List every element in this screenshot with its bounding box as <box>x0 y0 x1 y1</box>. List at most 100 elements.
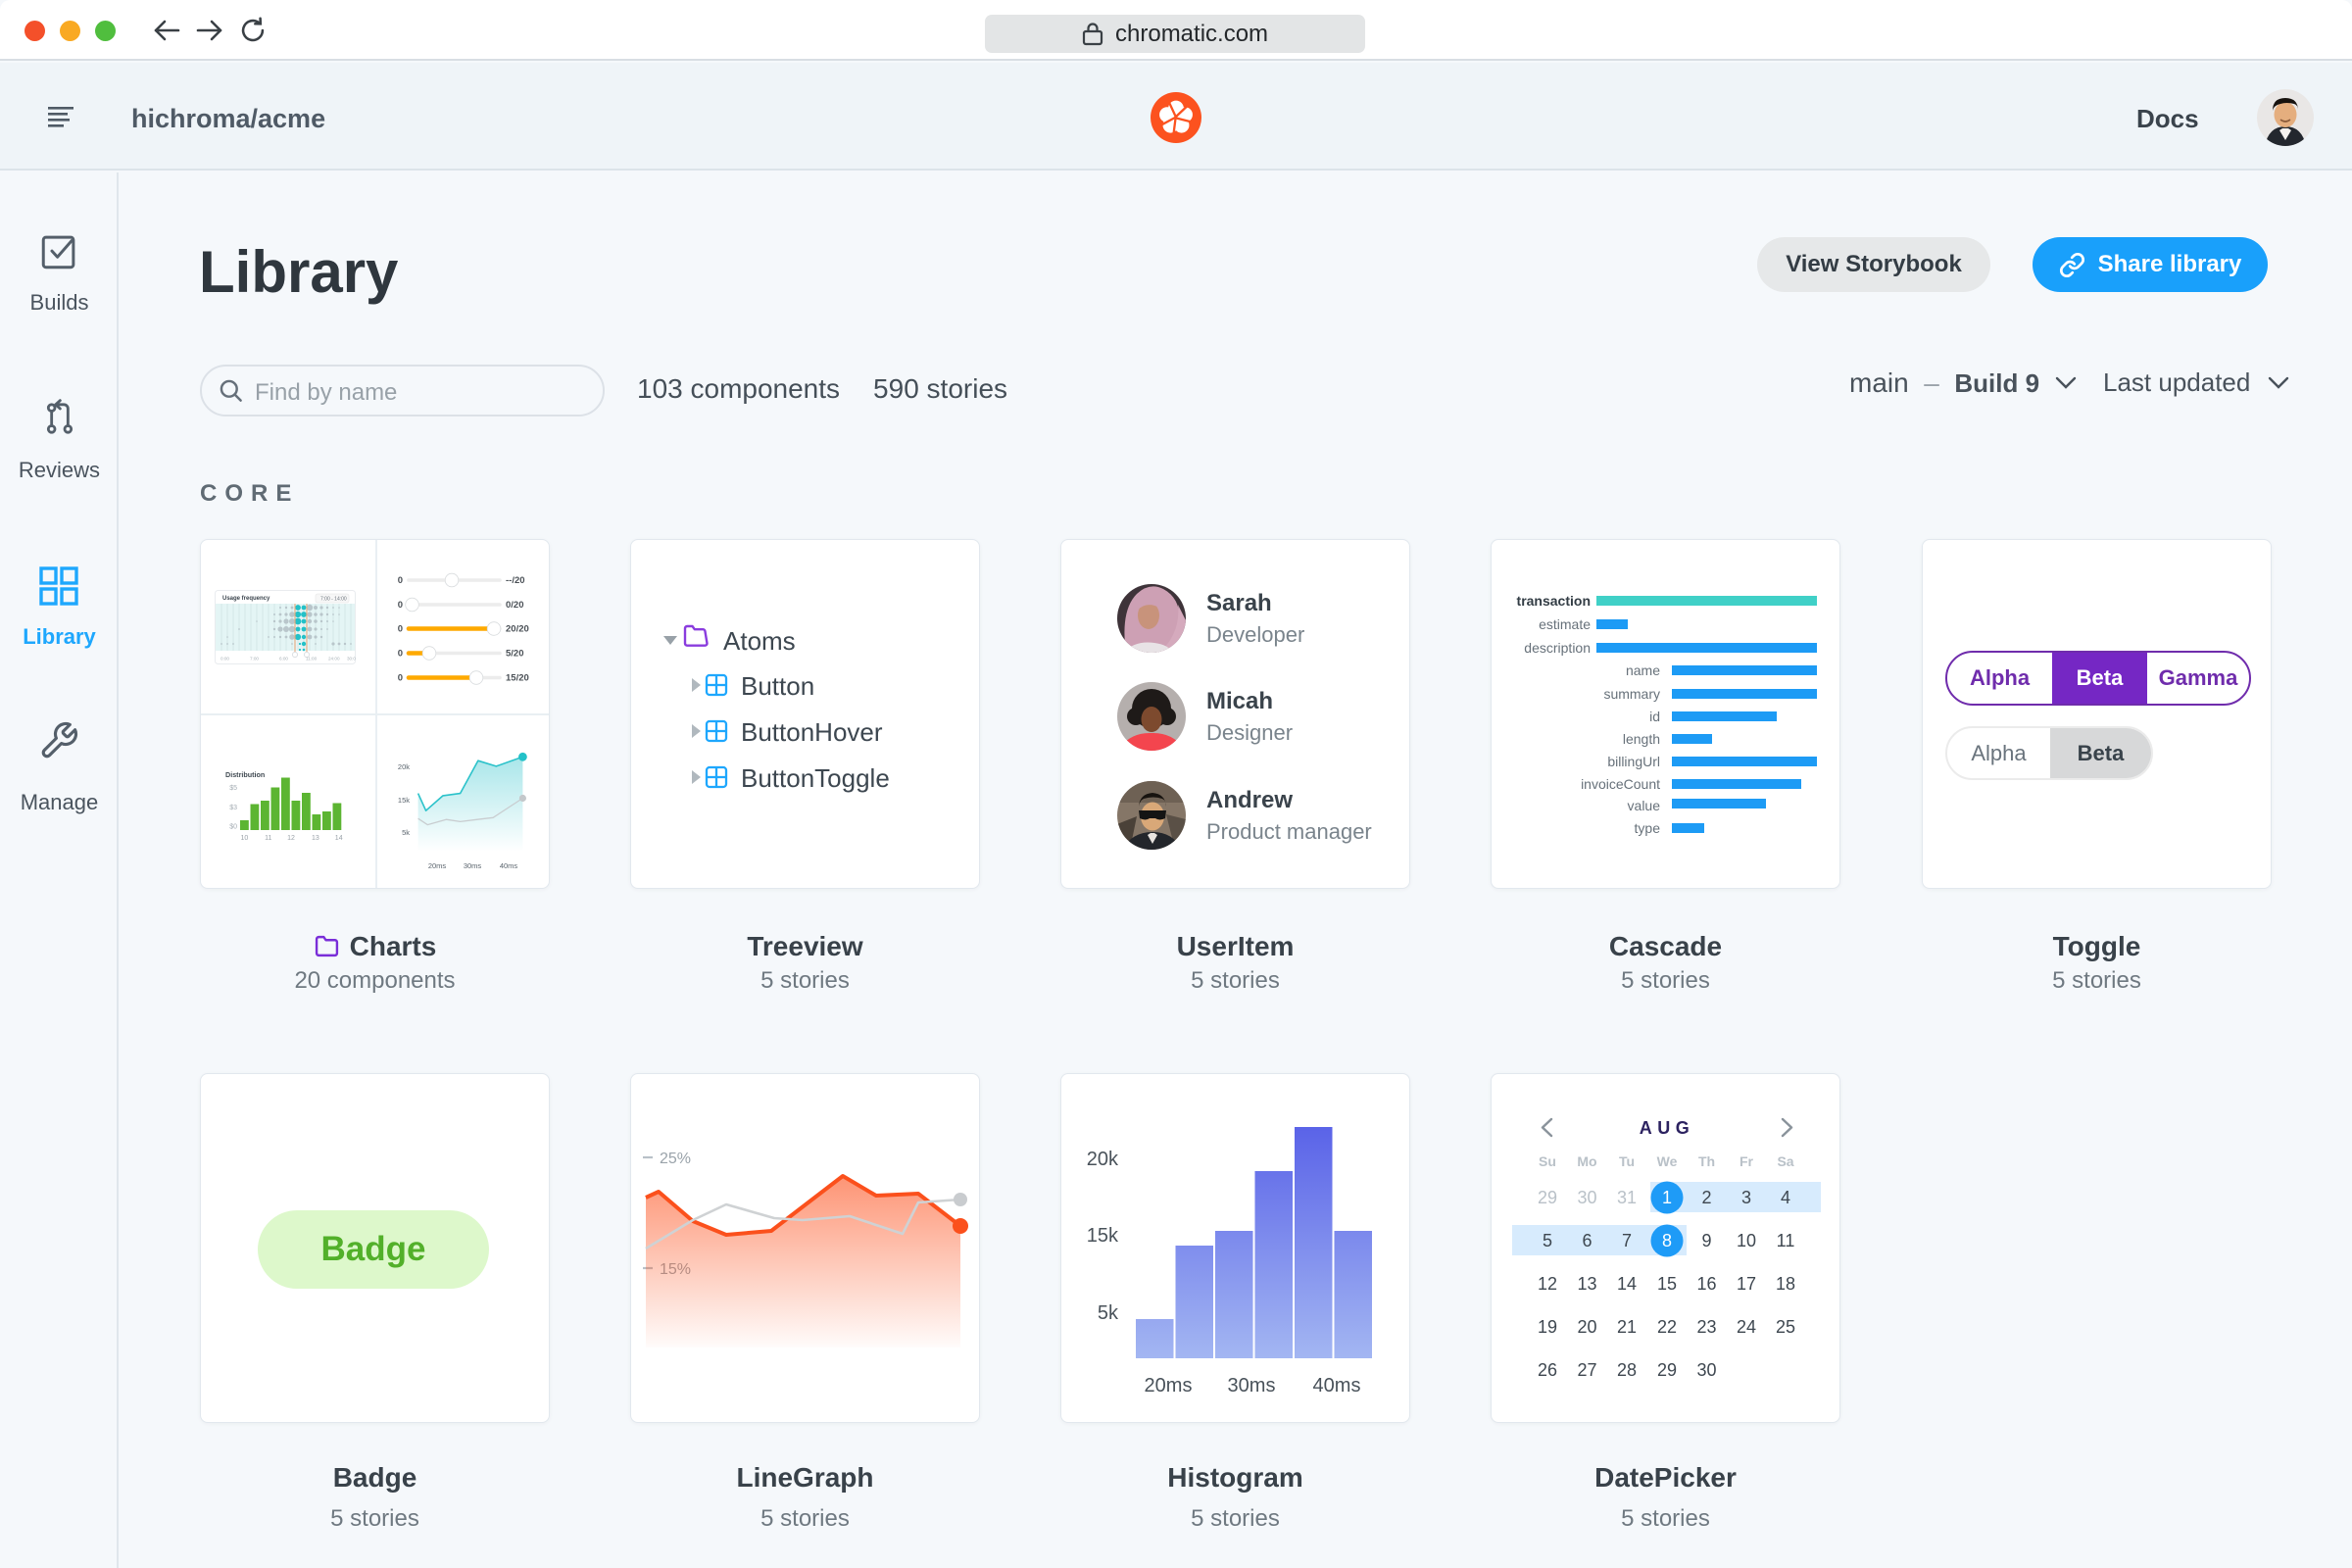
svg-text:Product manager: Product manager <box>1206 819 1372 844</box>
svg-text:9: 9 <box>1701 1231 1711 1250</box>
svg-text:ButtonToggle: ButtonToggle <box>741 763 890 793</box>
svg-text:$5: $5 <box>229 785 237 792</box>
svg-text:31: 31 <box>1617 1188 1637 1207</box>
svg-text:12: 12 <box>287 835 295 842</box>
svg-text:5: 5 <box>1543 1231 1552 1250</box>
svg-text:28: 28 <box>1617 1360 1637 1380</box>
svg-text:29: 29 <box>1538 1188 1557 1207</box>
svg-text:Usage frequency: Usage frequency <box>222 596 270 602</box>
svg-text:14: 14 <box>335 835 343 842</box>
svg-text:20k: 20k <box>1087 1149 1119 1170</box>
svg-text:15k: 15k <box>398 796 410 805</box>
svg-text:Su: Su <box>1539 1153 1556 1169</box>
svg-text:18: 18 <box>1776 1274 1795 1294</box>
svg-text:Button: Button <box>741 671 814 701</box>
svg-text:4: 4 <box>1781 1188 1790 1207</box>
svg-text:10: 10 <box>1737 1231 1756 1250</box>
svg-text:Th: Th <box>1698 1153 1715 1169</box>
svg-text:Designer: Designer <box>1206 720 1293 745</box>
svg-text:11:00: 11:00 <box>306 657 318 662</box>
svg-text:invoiceCount: invoiceCount <box>1581 776 1660 792</box>
svg-text:2: 2 <box>1701 1188 1711 1207</box>
svg-text:$3: $3 <box>229 805 237 811</box>
svg-text:6:00: 6:00 <box>279 657 288 662</box>
svg-text:30ms: 30ms <box>1228 1375 1276 1396</box>
svg-text:1: 1 <box>1662 1188 1672 1207</box>
svg-text:40ms: 40ms <box>1313 1375 1361 1396</box>
svg-text:13: 13 <box>1577 1274 1596 1294</box>
svg-text:30: 30 <box>1577 1188 1596 1207</box>
svg-text:Andrew: Andrew <box>1206 787 1293 813</box>
svg-text:Sarah: Sarah <box>1206 590 1272 616</box>
svg-text:transaction: transaction <box>1517 593 1591 609</box>
svg-text:30: 30 <box>1696 1360 1716 1380</box>
svg-text:billingUrl: billingUrl <box>1607 754 1660 769</box>
svg-text:20k: 20k <box>398 762 410 771</box>
svg-text:14: 14 <box>1617 1274 1637 1294</box>
svg-text:5k: 5k <box>402 828 410 837</box>
svg-text:id: id <box>1649 709 1660 724</box>
svg-text:20: 20 <box>1577 1317 1596 1337</box>
svg-text:20ms: 20ms <box>428 861 447 870</box>
svg-text:19: 19 <box>1538 1317 1557 1337</box>
svg-text:25: 25 <box>1776 1317 1795 1337</box>
svg-text:Tu: Tu <box>1619 1153 1635 1169</box>
svg-text:type: type <box>1635 820 1661 836</box>
svg-text:20ms: 20ms <box>1145 1375 1193 1396</box>
svg-text:Distribution: Distribution <box>225 770 265 779</box>
svg-text:26: 26 <box>1538 1360 1557 1380</box>
svg-text:24:00: 24:00 <box>328 657 340 662</box>
svg-text:21: 21 <box>1617 1317 1637 1337</box>
svg-text:name: name <box>1626 662 1660 678</box>
svg-text:40ms: 40ms <box>500 861 518 870</box>
svg-text:27: 27 <box>1577 1360 1596 1380</box>
svg-text:7:00 - 14:00: 7:00 - 14:00 <box>320 597 347 603</box>
svg-text:5k: 5k <box>1098 1302 1119 1324</box>
svg-text:$0: $0 <box>229 824 237 831</box>
svg-text:Atoms: Atoms <box>723 626 796 656</box>
svg-text:--/20: --/20 <box>506 575 525 586</box>
svg-text:We: We <box>1657 1153 1678 1169</box>
svg-text:8: 8 <box>1662 1231 1672 1250</box>
svg-text:description: description <box>1524 640 1591 656</box>
svg-text:16: 16 <box>1696 1274 1716 1294</box>
svg-text:11: 11 <box>265 835 271 842</box>
svg-text:29: 29 <box>1657 1360 1677 1380</box>
svg-text:11: 11 <box>1777 1231 1795 1250</box>
svg-text:Developer: Developer <box>1206 622 1304 647</box>
svg-text:Sa: Sa <box>1777 1153 1793 1169</box>
svg-text:15/20: 15/20 <box>506 673 529 684</box>
svg-text:Mo: Mo <box>1577 1153 1596 1169</box>
svg-text:10: 10 <box>241 835 249 842</box>
svg-text:7: 7 <box>1622 1231 1632 1250</box>
svg-text:0: 0 <box>398 649 403 660</box>
svg-text:17: 17 <box>1737 1274 1756 1294</box>
svg-text:Micah: Micah <box>1206 688 1273 714</box>
svg-text:3: 3 <box>1741 1188 1751 1207</box>
svg-text:0:00: 0:00 <box>220 657 229 662</box>
svg-text:15k: 15k <box>1087 1225 1119 1247</box>
svg-text:0: 0 <box>398 600 403 611</box>
svg-text:23: 23 <box>1696 1317 1716 1337</box>
svg-text:0: 0 <box>398 575 403 586</box>
svg-text:AUG: AUG <box>1640 1118 1695 1138</box>
svg-text:0/20: 0/20 <box>506 600 524 611</box>
svg-text:6: 6 <box>1582 1231 1592 1250</box>
svg-text:30:00: 30:00 <box>347 657 356 662</box>
svg-text:25%: 25% <box>660 1151 691 1167</box>
svg-text:30ms: 30ms <box>464 861 482 870</box>
svg-text:value: value <box>1628 798 1661 813</box>
svg-text:12: 12 <box>1538 1274 1557 1294</box>
svg-text:Fr: Fr <box>1740 1153 1754 1169</box>
svg-text:24: 24 <box>1737 1317 1756 1337</box>
svg-text:ButtonHover: ButtonHover <box>741 717 883 747</box>
svg-text:summary: summary <box>1603 686 1660 702</box>
svg-text:5/20: 5/20 <box>506 649 524 660</box>
svg-text:0: 0 <box>398 673 403 684</box>
svg-text:22: 22 <box>1657 1317 1677 1337</box>
svg-text:length: length <box>1623 731 1660 747</box>
svg-text:13: 13 <box>312 835 319 842</box>
svg-text:0: 0 <box>398 624 403 635</box>
svg-text:estimate: estimate <box>1539 616 1591 632</box>
svg-text:20/20: 20/20 <box>506 624 529 635</box>
